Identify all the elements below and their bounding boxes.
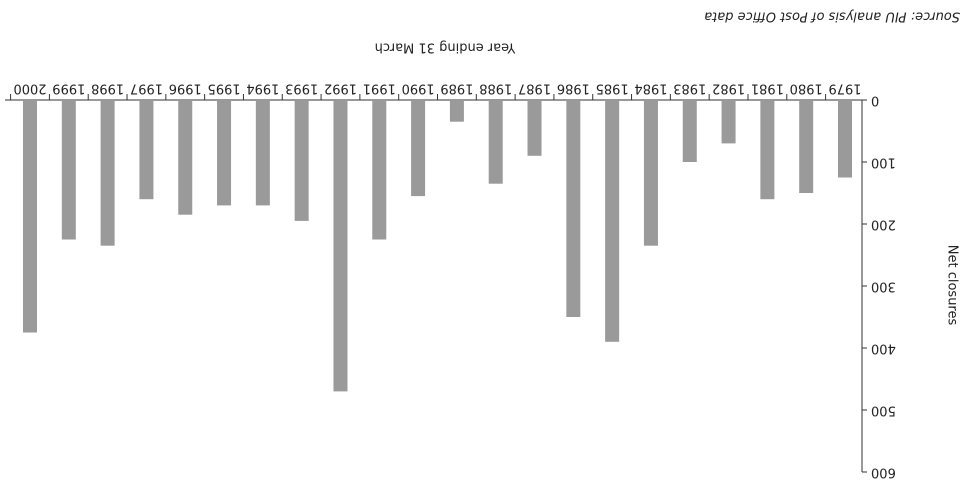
bar [372, 100, 387, 240]
x-tick-label: 1994 [246, 81, 279, 96]
x-tick-label: 1988 [479, 81, 512, 96]
bar [643, 100, 658, 246]
bar [799, 100, 814, 193]
bar [217, 100, 232, 206]
x-tick-label: 1993 [285, 81, 318, 96]
bar [100, 100, 115, 246]
x-tick-label: 1984 [634, 81, 667, 96]
chart-body: Source: PIU analysis of Post Office data… [5, 9, 960, 480]
bar [23, 100, 37, 333]
source-note: Source: PIU analysis of Post Office data [704, 9, 960, 24]
bar [527, 100, 542, 156]
y-tick-label: 300 [871, 279, 896, 294]
y-tick-label: 200 [871, 217, 896, 232]
bar [682, 100, 697, 162]
x-tick-label: 1986 [557, 81, 590, 96]
x-tick-label: 1990 [402, 81, 435, 96]
x-tick-label: 1998 [91, 81, 124, 96]
x-tick-label: 1992 [324, 81, 357, 96]
bar [566, 100, 581, 317]
bar [294, 100, 309, 221]
y-tick-label: 100 [871, 155, 896, 170]
y-tick-label: 600 [871, 465, 896, 480]
bar [449, 100, 464, 122]
x-tick-label: 1987 [518, 81, 551, 96]
y-tick-label: 0 [871, 93, 879, 108]
x-tick-label: 1997 [130, 81, 163, 96]
x-tick-label: 1991 [363, 81, 396, 96]
bar [61, 100, 76, 240]
x-axis-title: Year ending 31 March [375, 40, 517, 55]
x-tick-label: 1995 [208, 81, 241, 96]
x-tick-label: 2000 [13, 81, 46, 96]
y-tick-label: 500 [871, 403, 896, 418]
bar [605, 100, 620, 342]
x-tick-label: 1981 [751, 81, 784, 96]
x-tick-label: 1979 [828, 81, 861, 96]
bar [255, 100, 270, 206]
y-tick-label: 400 [871, 341, 896, 356]
x-tick-label: 1983 [673, 81, 706, 96]
bar [139, 100, 154, 200]
x-tick-label: 1999 [52, 81, 85, 96]
bar [488, 100, 503, 184]
x-tick-label: 1980 [790, 81, 823, 96]
x-tick-label: 1985 [596, 81, 629, 96]
x-tick-label: 1982 [712, 81, 745, 96]
y-axis-title: Net closures [945, 245, 960, 326]
x-tick-label: 1989 [440, 81, 473, 96]
bar [838, 100, 852, 178]
x-tick-label: 1996 [169, 81, 202, 96]
bar [411, 100, 426, 197]
bar [760, 100, 775, 200]
bar [178, 100, 193, 215]
bar [333, 100, 348, 392]
bar [721, 100, 736, 144]
